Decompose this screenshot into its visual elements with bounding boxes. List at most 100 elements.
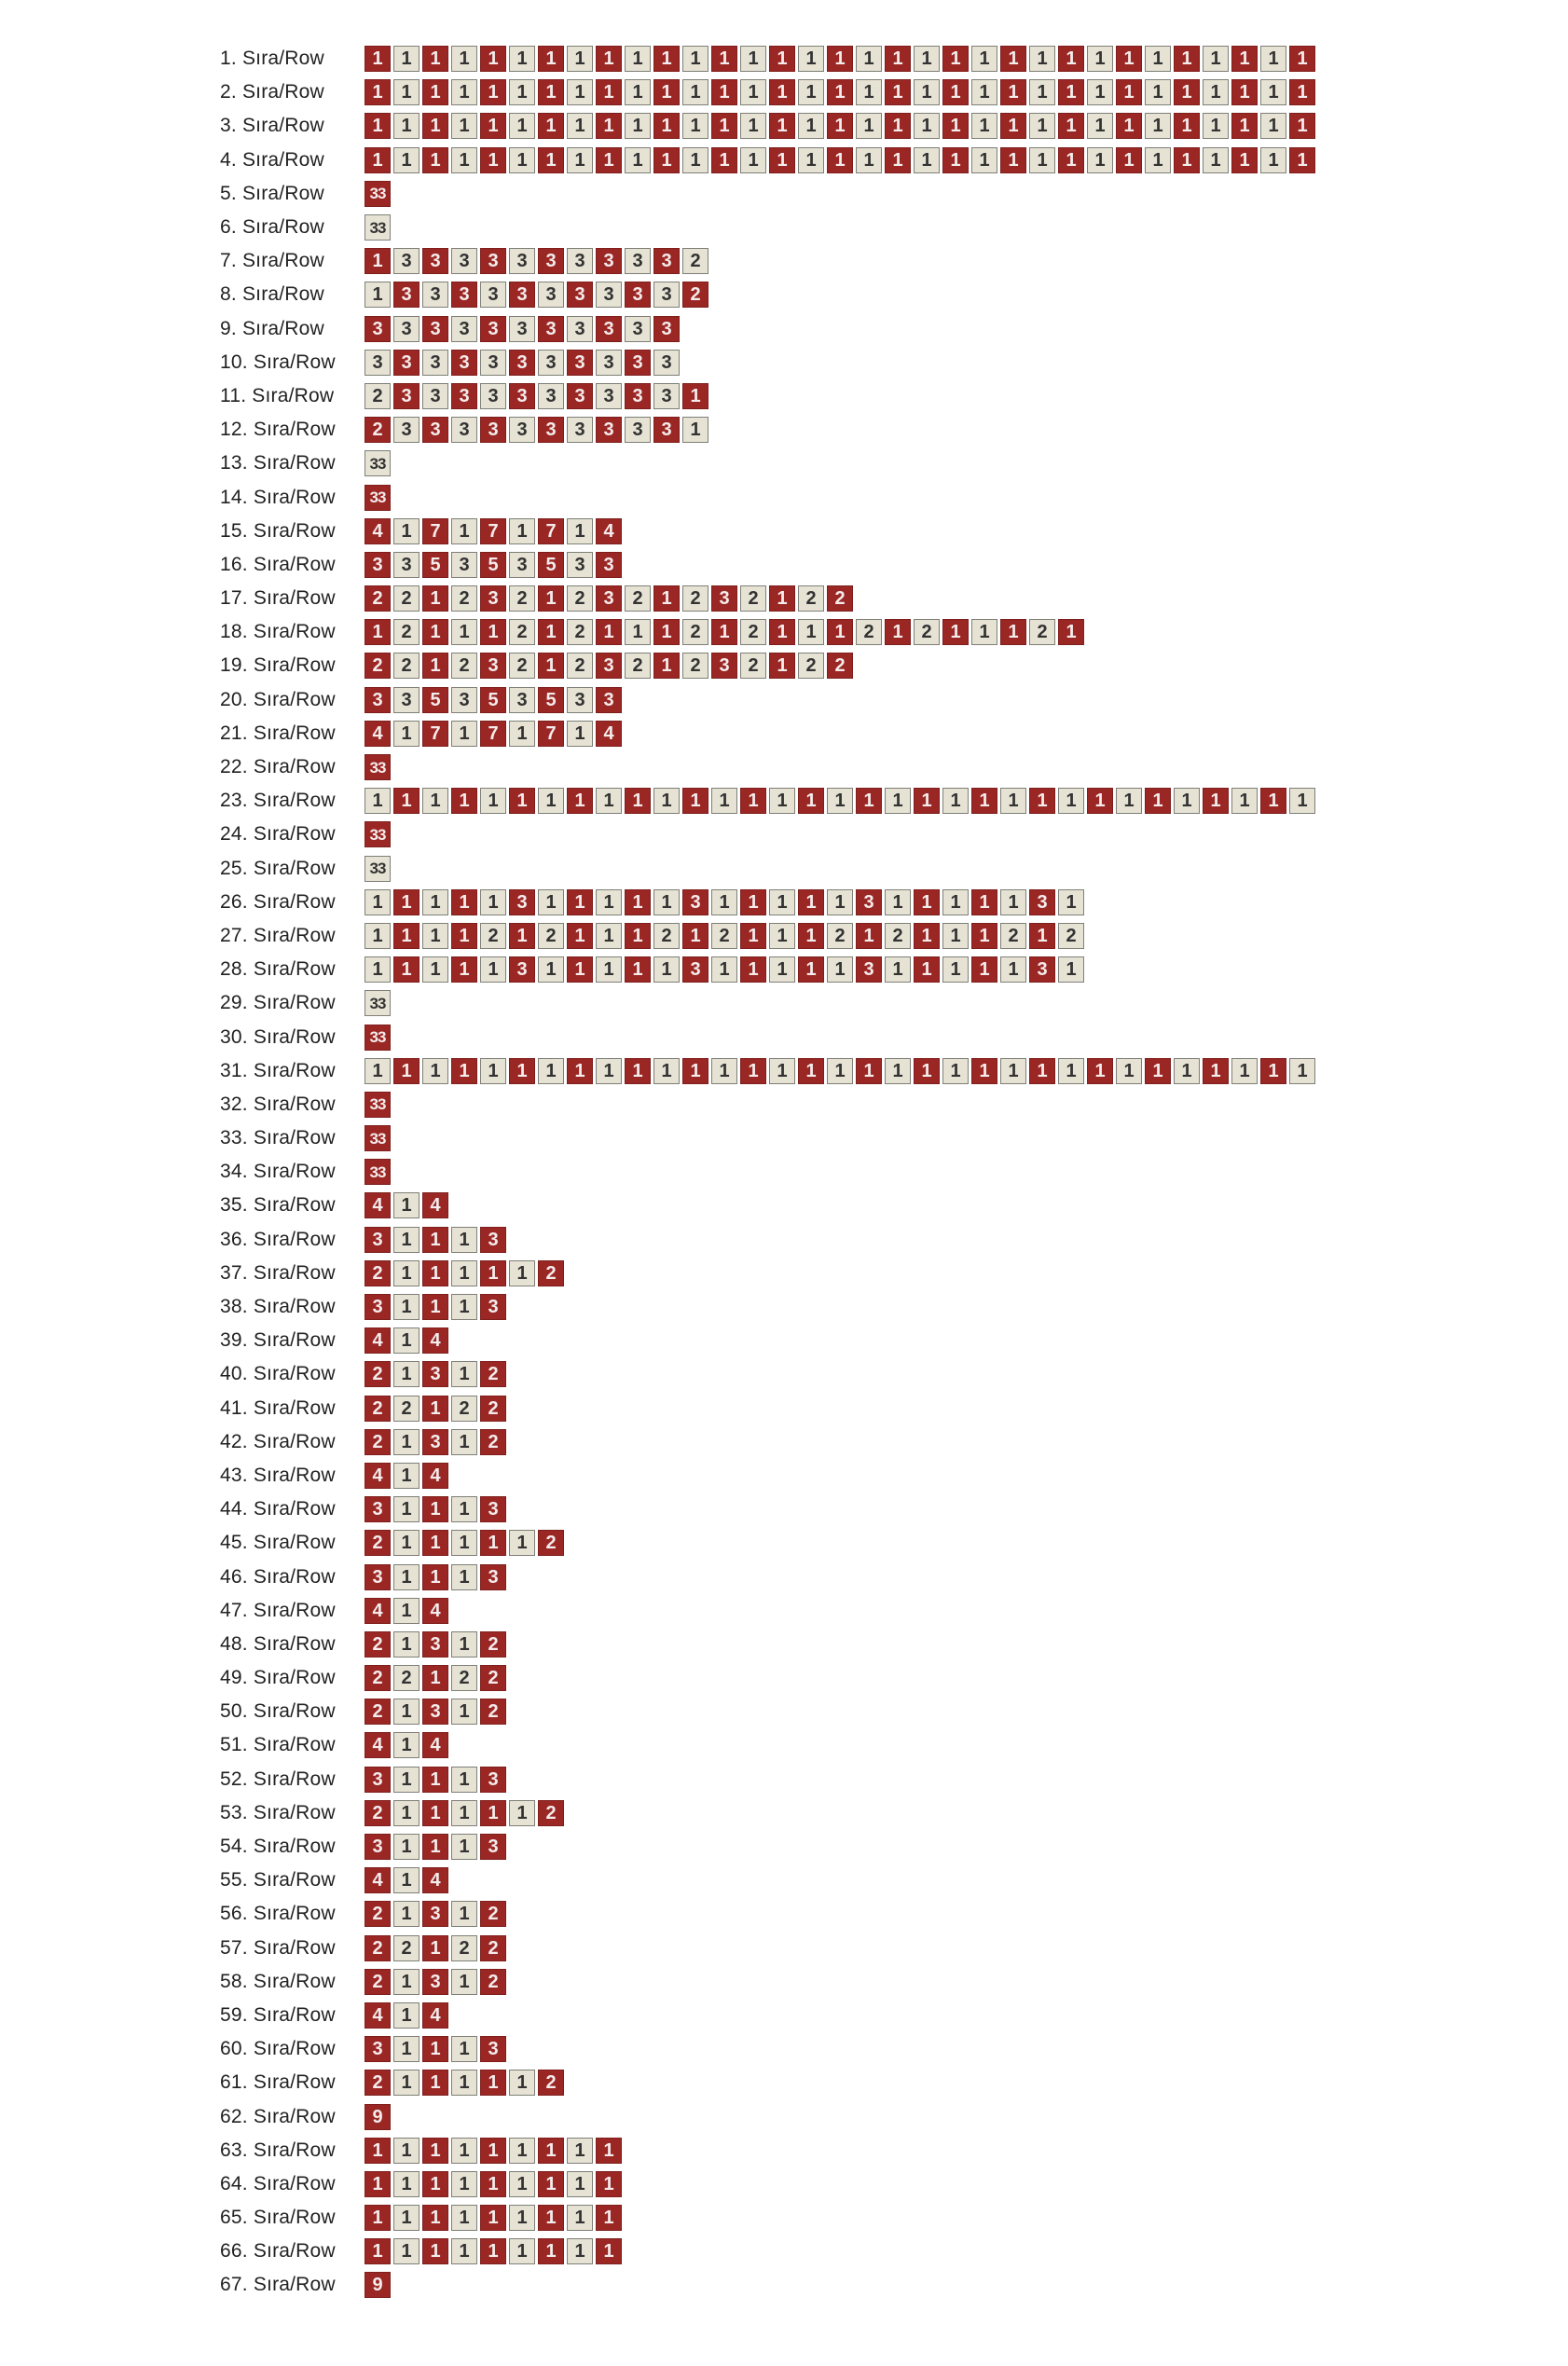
stitch-count-red: 1 — [942, 46, 969, 73]
stitch-count-red: 9 — [364, 2272, 391, 2299]
stitch-count-red: 33 — [364, 1125, 391, 1152]
stitch-count-red: 1 — [942, 619, 969, 646]
row-label: 18. Sıra/Row — [220, 621, 336, 643]
stitch-count-beige: 1 — [451, 619, 477, 646]
pattern-row: 53. Sıra/Row 2 1 1 1 1 1 2 — [0, 1796, 1568, 1830]
stitch-count-beige: 1 — [653, 888, 680, 915]
pattern-row: 14. Sıra/Row 33 — [0, 480, 1568, 514]
stitch-count-beige: 1 — [798, 79, 824, 106]
stitch-count-beige: 1 — [422, 788, 448, 815]
stitch-count-beige: 1 — [1000, 788, 1026, 815]
stitch-count-red: 1 — [538, 2205, 564, 2232]
stitch-count-beige: 3 — [567, 248, 593, 275]
stitch-count-red: 3 — [480, 417, 506, 444]
stitch-count-beige: 1 — [1231, 1057, 1258, 1084]
stitch-count-red: 1 — [653, 113, 680, 140]
stitch-count-beige: 1 — [451, 1428, 477, 1455]
pattern-row: 35. Sıra/Row 4 1 4 — [0, 1189, 1568, 1222]
stitch-count-red: 1 — [393, 956, 420, 984]
stitch-count-beige: 1 — [393, 1428, 420, 1455]
pattern-row: 52. Sıra/Row 3 1 1 1 3 — [0, 1763, 1568, 1796]
stitch-count-beige: 1 — [393, 2170, 420, 2197]
stitch-count-red: 1 — [422, 1934, 448, 1961]
stitch-count-red: 2 — [538, 2070, 564, 2097]
stitch-count-beige: 1 — [393, 2070, 420, 2097]
row-label: 57. Sıra/Row — [220, 1936, 336, 1959]
stitch-count-red: 3 — [856, 888, 882, 915]
stitch-count-beige: 1 — [1260, 113, 1286, 140]
stitch-count-beige: 2 — [393, 1665, 420, 1692]
stitch-count-beige: 3 — [451, 686, 477, 713]
stitch-count-red: 33 — [364, 754, 391, 781]
row-cells: 33 — [364, 1024, 391, 1051]
stitch-count-red: 1 — [422, 2070, 448, 2097]
stitch-count-beige: 1 — [364, 1057, 391, 1084]
pattern-row: 25. Sıra/Row 33 — [0, 852, 1568, 886]
stitch-count-beige: 1 — [567, 46, 593, 73]
stitch-count-red: 1 — [1058, 79, 1084, 106]
stitch-count-red: 4 — [364, 2001, 391, 2029]
row-label: 40. Sıra/Row — [220, 1363, 336, 1385]
stitch-count-red: 5 — [422, 686, 448, 713]
stitch-count-beige: 2 — [393, 653, 420, 680]
stitch-count-red: 1 — [422, 2137, 448, 2164]
pattern-row: 16. Sıra/Row 3 3 5 3 5 3 5 3 3 — [0, 548, 1568, 582]
pattern-row: 6. Sıra/Row 33 — [0, 211, 1568, 244]
stitch-count-red: 3 — [538, 248, 564, 275]
stitch-count-red: 1 — [480, 2238, 506, 2265]
stitch-count-red: 1 — [1289, 113, 1315, 140]
row-label: 50. Sıra/Row — [220, 1700, 336, 1723]
stitch-count-beige: 1 — [1289, 1057, 1315, 1084]
stitch-count-red: 1 — [1058, 619, 1084, 646]
row-label: 19. Sıra/Row — [220, 654, 336, 677]
row-label: 45. Sıra/Row — [220, 1532, 336, 1554]
row-cells: 33 — [364, 180, 391, 207]
stitch-count-red: 1 — [1145, 788, 1171, 815]
stitch-count-red: 1 — [422, 1496, 448, 1523]
stitch-count-beige: 1 — [1116, 788, 1142, 815]
stitch-count-beige: 1 — [451, 720, 477, 747]
stitch-count-beige: 1 — [393, 517, 420, 544]
stitch-count-red: 1 — [393, 922, 420, 949]
stitch-count-red: 1 — [914, 1057, 940, 1084]
stitch-count-beige: 1 — [451, 1799, 477, 1826]
stitch-count-red: 1 — [798, 888, 824, 915]
stitch-count-beige: 1 — [1260, 46, 1286, 73]
stitch-count-red: 1 — [480, 2170, 506, 2197]
row-label: 9. Sıra/Row — [220, 317, 324, 339]
stitch-count-red: 3 — [480, 1294, 506, 1321]
row-label: 29. Sıra/Row — [220, 992, 336, 1014]
stitch-count-beige: 1 — [1058, 888, 1084, 915]
stitch-count-beige: 2 — [451, 1395, 477, 1422]
pattern-row: 66. Sıra/Row 1 1 1 1 1 1 1 1 1 — [0, 2235, 1568, 2268]
stitch-count-red: 33 — [364, 484, 391, 511]
row-label: 32. Sıra/Row — [220, 1093, 336, 1115]
stitch-count-red: 7 — [538, 517, 564, 544]
stitch-count-beige: 1 — [856, 79, 882, 106]
stitch-count-red: 2 — [364, 1259, 391, 1286]
stitch-count-red: 4 — [422, 1867, 448, 1894]
stitch-count-beige: 2 — [509, 619, 535, 646]
stitch-count-beige: 3 — [509, 248, 535, 275]
stitch-count-red: 1 — [856, 922, 882, 949]
stitch-count-red: 7 — [480, 517, 506, 544]
row-label: 54. Sıra/Row — [220, 1836, 336, 1858]
color-pattern-chart: 1. Sıra/Row 1 1 1 1 1 1 1 1 1 1 1 1 1 1 1 1 1 1 1 1 1 1 1 1 1 1 1 1 1… — [0, 42, 1568, 2303]
stitch-count-beige: 1 — [451, 146, 477, 173]
stitch-count-red: 3 — [567, 349, 593, 376]
stitch-count-red: 3 — [596, 653, 622, 680]
stitch-count-red: 3 — [480, 653, 506, 680]
stitch-count-red: 7 — [480, 720, 506, 747]
stitch-count-red: 1 — [422, 1799, 448, 1826]
stitch-count-beige: 1 — [538, 888, 564, 915]
stitch-count-red: 5 — [538, 686, 564, 713]
row-cells: 33 — [364, 821, 391, 848]
